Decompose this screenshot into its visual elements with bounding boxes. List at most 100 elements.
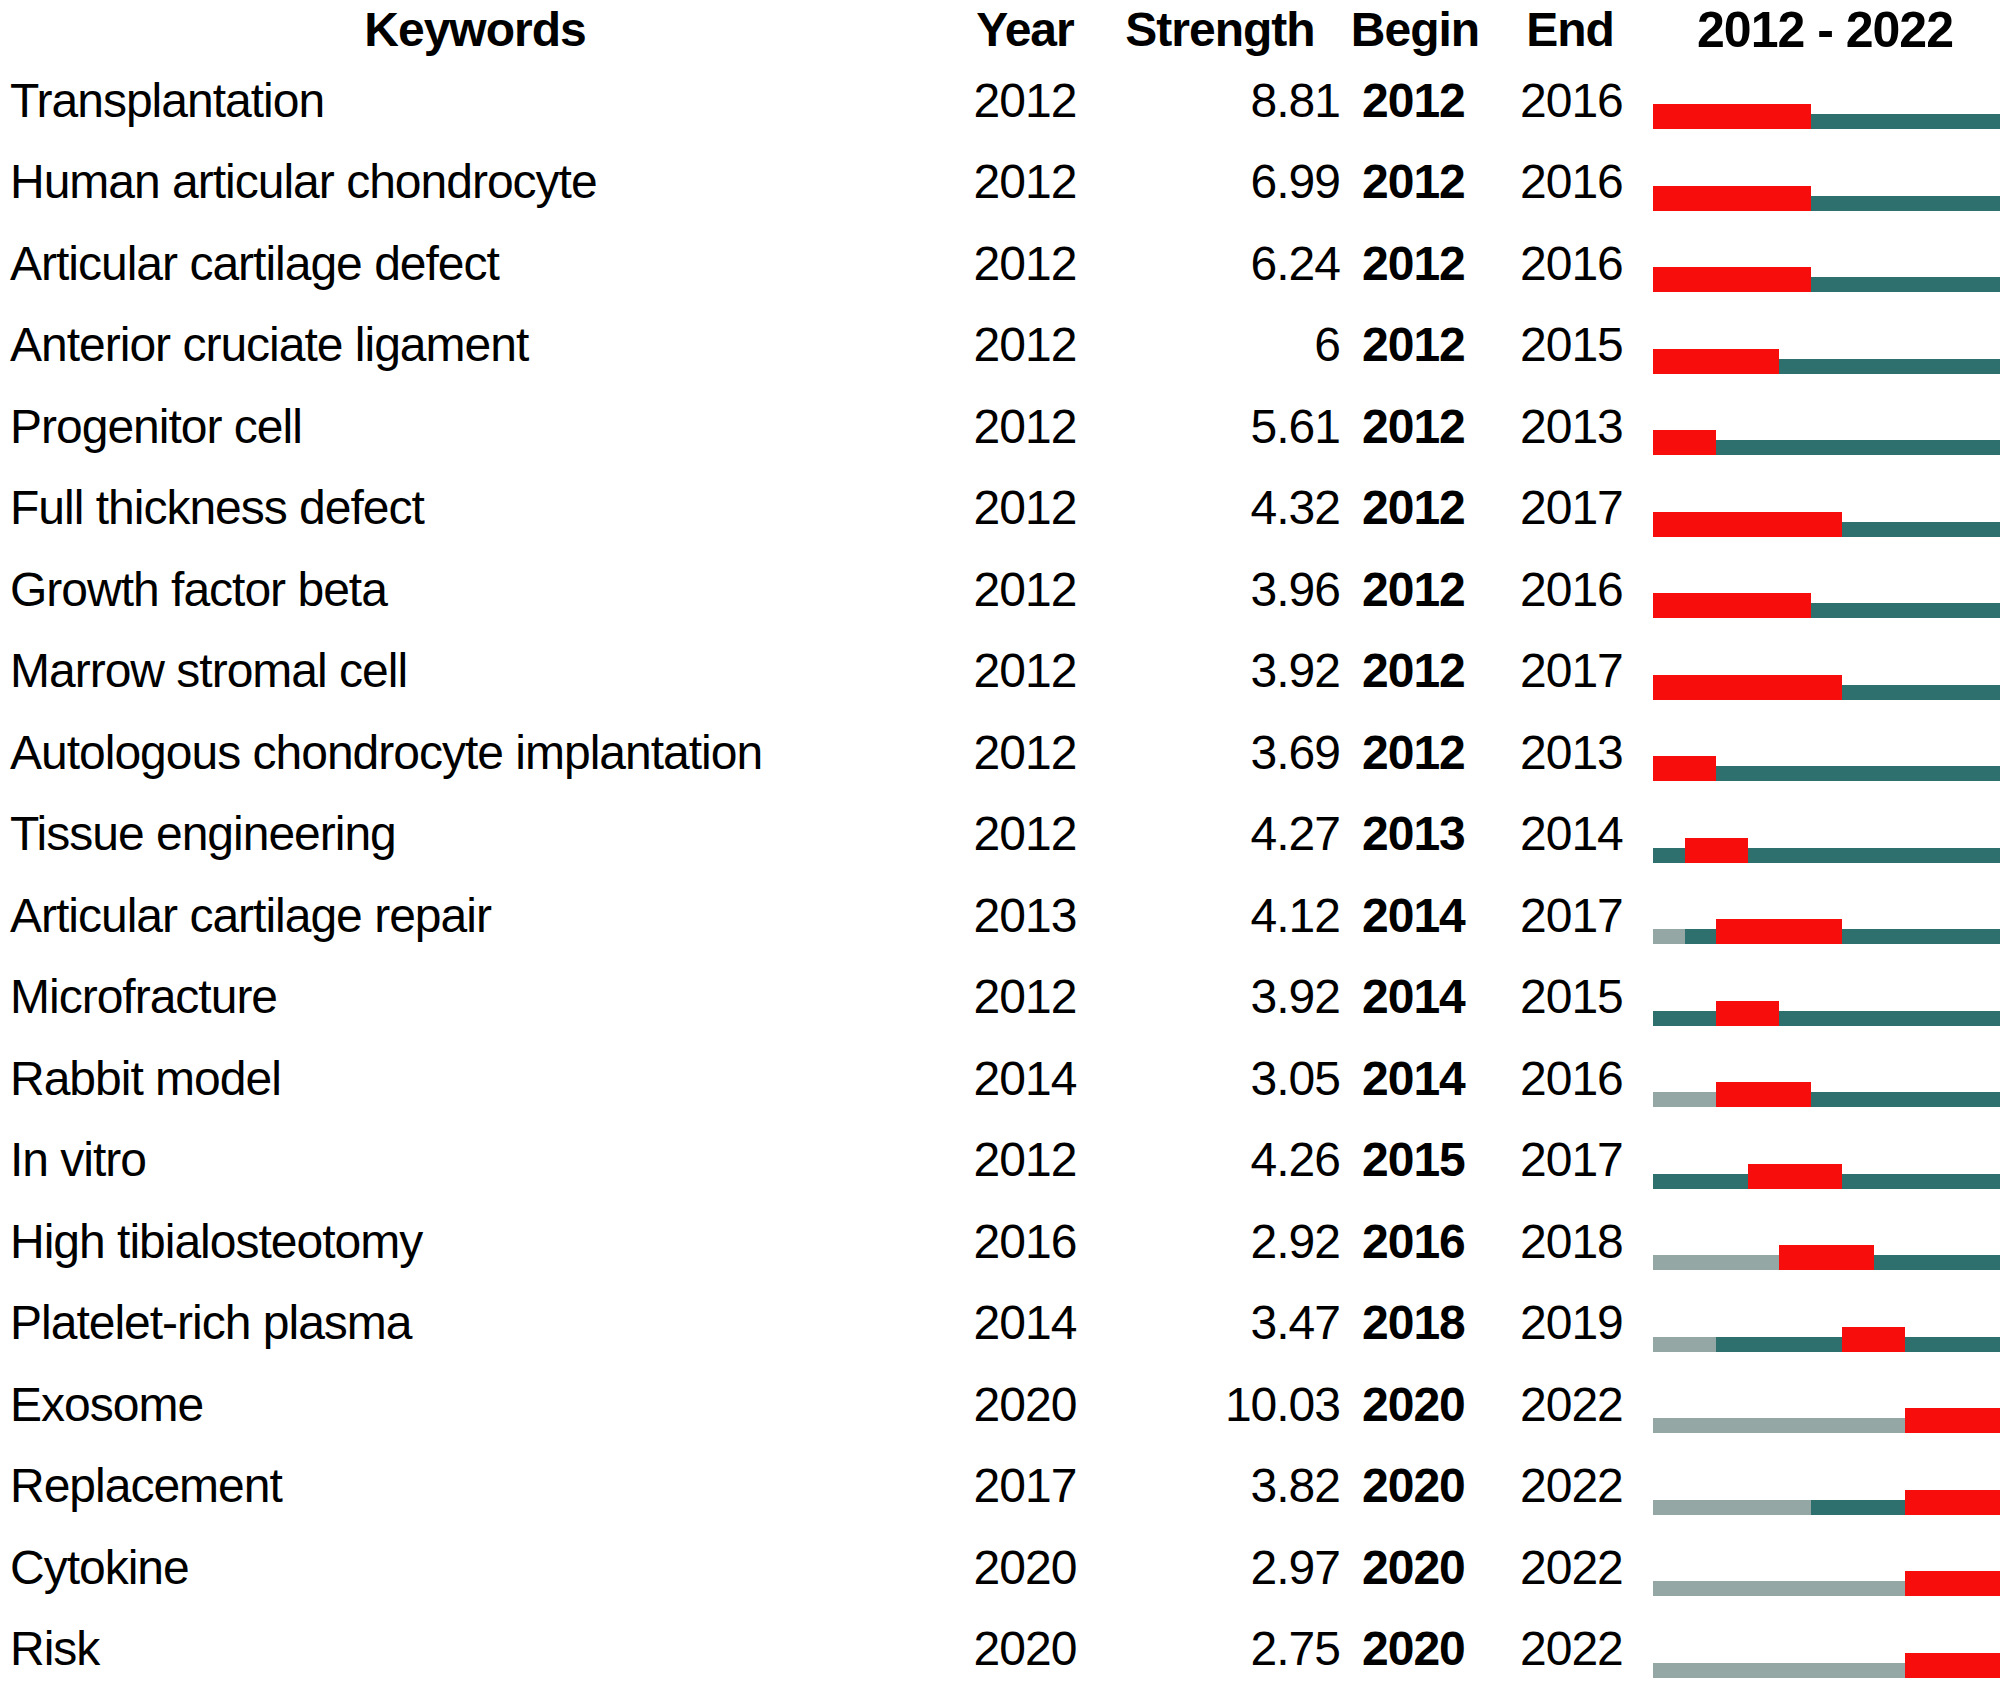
begin-cell: 2020 <box>1340 1625 1490 1673</box>
bar-segment-burst <box>1748 1164 1843 1189</box>
begin-cell: 2015 <box>1340 1136 1490 1184</box>
strength-cell: 6.24 <box>1100 240 1340 288</box>
burst-timeline-bar <box>1653 593 2000 618</box>
timeline-cell <box>1650 1038 2000 1120</box>
strength-cell: 4.32 <box>1100 484 1340 532</box>
begin-cell: 2012 <box>1340 484 1490 532</box>
strength-cell: 2.92 <box>1100 1218 1340 1266</box>
bar-segment-active <box>1653 848 1685 863</box>
bar-segment-inactive <box>1653 1255 1779 1270</box>
end-cell: 2022 <box>1490 1381 1650 1429</box>
bar-segment-burst <box>1653 512 1842 537</box>
bar-segment-active <box>1874 1255 2000 1270</box>
timeline-cell <box>1650 1609 2000 1690</box>
table-row: Full thickness defect 2012 4.32 2012 201… <box>0 468 2000 550</box>
year-cell: 2020 <box>950 1544 1100 1592</box>
table-row: Cytokine 2020 2.97 2020 2022 <box>0 1527 2000 1609</box>
end-cell: 2016 <box>1490 1055 1650 1103</box>
keyword-cell: High tibialosteotomy <box>0 1218 950 1266</box>
bar-segment-burst <box>1685 838 1748 863</box>
keyword-cell: Platelet-rich plasma <box>0 1299 950 1347</box>
burst-timeline-bar <box>1653 104 2000 129</box>
begin-cell: 2020 <box>1340 1544 1490 1592</box>
year-cell: 2012 <box>950 321 1100 369</box>
bar-segment-active <box>1811 114 2000 129</box>
burst-timeline-bar <box>1653 1082 2000 1107</box>
bar-segment-burst <box>1653 349 1779 374</box>
bar-segment-active <box>1748 848 2000 863</box>
timeline-cell <box>1650 142 2000 224</box>
strength-cell: 4.12 <box>1100 892 1340 940</box>
keyword-cell: Growth factor beta <box>0 566 950 614</box>
timeline-cell <box>1650 631 2000 713</box>
table-row: Marrow stromal cell 2012 3.92 2012 2017 <box>0 631 2000 713</box>
col-header-keywords: Keywords <box>0 6 950 54</box>
table-row: Articular cartilage defect 2012 6.24 201… <box>0 223 2000 305</box>
timeline-cell <box>1650 386 2000 468</box>
bar-segment-burst <box>1653 756 1716 781</box>
end-cell: 2017 <box>1490 1136 1650 1184</box>
burst-timeline-bar <box>1653 430 2000 455</box>
bar-segment-inactive <box>1653 1581 1905 1596</box>
bar-segment-burst <box>1905 1490 2000 1515</box>
strength-cell: 3.69 <box>1100 729 1340 777</box>
end-cell: 2018 <box>1490 1218 1650 1266</box>
table-header: Keywords Year Strength Begin End 2012 - … <box>0 0 2000 60</box>
year-cell: 2012 <box>950 158 1100 206</box>
begin-cell: 2014 <box>1340 892 1490 940</box>
table-row: Autologous chondrocyte implantation 2012… <box>0 712 2000 794</box>
bar-segment-burst <box>1716 919 1842 944</box>
begin-cell: 2020 <box>1340 1462 1490 1510</box>
begin-cell: 2014 <box>1340 973 1490 1021</box>
bar-segment-active <box>1653 1174 1748 1189</box>
table-row: Platelet-rich plasma 2014 3.47 2018 2019 <box>0 1283 2000 1365</box>
begin-cell: 2012 <box>1340 647 1490 695</box>
burst-timeline-bar <box>1653 186 2000 211</box>
strength-cell: 5.61 <box>1100 403 1340 451</box>
begin-cell: 2012 <box>1340 158 1490 206</box>
year-cell: 2012 <box>950 973 1100 1021</box>
burst-timeline-bar <box>1653 1327 2000 1352</box>
bar-segment-active <box>1905 1337 2000 1352</box>
bar-segment-burst <box>1653 593 1811 618</box>
bar-segment-active <box>1811 1500 1906 1515</box>
bar-segment-burst <box>1905 1408 2000 1433</box>
year-cell: 2014 <box>950 1299 1100 1347</box>
burst-timeline-bar <box>1653 512 2000 537</box>
year-cell: 2012 <box>950 1136 1100 1184</box>
begin-cell: 2013 <box>1340 810 1490 858</box>
keyword-burst-table: Keywords Year Strength Begin End 2012 - … <box>0 0 2000 1690</box>
keyword-cell: Marrow stromal cell <box>0 647 950 695</box>
strength-cell: 3.96 <box>1100 566 1340 614</box>
timeline-cell <box>1650 223 2000 305</box>
table-row: Tissue engineering 2012 4.27 2013 2014 <box>0 794 2000 876</box>
strength-cell: 2.75 <box>1100 1625 1340 1673</box>
bar-segment-inactive <box>1653 929 1685 944</box>
keyword-cell: Autologous chondrocyte implantation <box>0 729 950 777</box>
year-cell: 2012 <box>950 77 1100 125</box>
end-cell: 2016 <box>1490 77 1650 125</box>
end-cell: 2017 <box>1490 892 1650 940</box>
keyword-cell: Human articular chondrocyte <box>0 158 950 206</box>
table-row: Progenitor cell 2012 5.61 2012 2013 <box>0 386 2000 468</box>
strength-cell: 8.81 <box>1100 77 1340 125</box>
end-cell: 2013 <box>1490 403 1650 451</box>
table-row: Microfracture 2012 3.92 2014 2015 <box>0 957 2000 1039</box>
strength-cell: 2.97 <box>1100 1544 1340 1592</box>
table-row: In vitro 2012 4.26 2015 2017 <box>0 1120 2000 1202</box>
end-cell: 2015 <box>1490 321 1650 369</box>
bar-segment-active <box>1811 196 2000 211</box>
bar-segment-burst <box>1905 1653 2000 1678</box>
bar-segment-burst <box>1842 1327 1905 1352</box>
strength-cell: 3.47 <box>1100 1299 1340 1347</box>
keyword-cell: Rabbit model <box>0 1055 950 1103</box>
timeline-cell <box>1650 875 2000 957</box>
timeline-cell <box>1650 468 2000 550</box>
strength-cell: 3.82 <box>1100 1462 1340 1510</box>
col-header-strength: Strength <box>1100 6 1340 54</box>
bar-segment-inactive <box>1653 1337 1716 1352</box>
burst-timeline-bar <box>1653 756 2000 781</box>
table-row: Anterior cruciate ligament 2012 6 2012 2… <box>0 305 2000 387</box>
year-cell: 2012 <box>950 810 1100 858</box>
year-cell: 2012 <box>950 647 1100 695</box>
